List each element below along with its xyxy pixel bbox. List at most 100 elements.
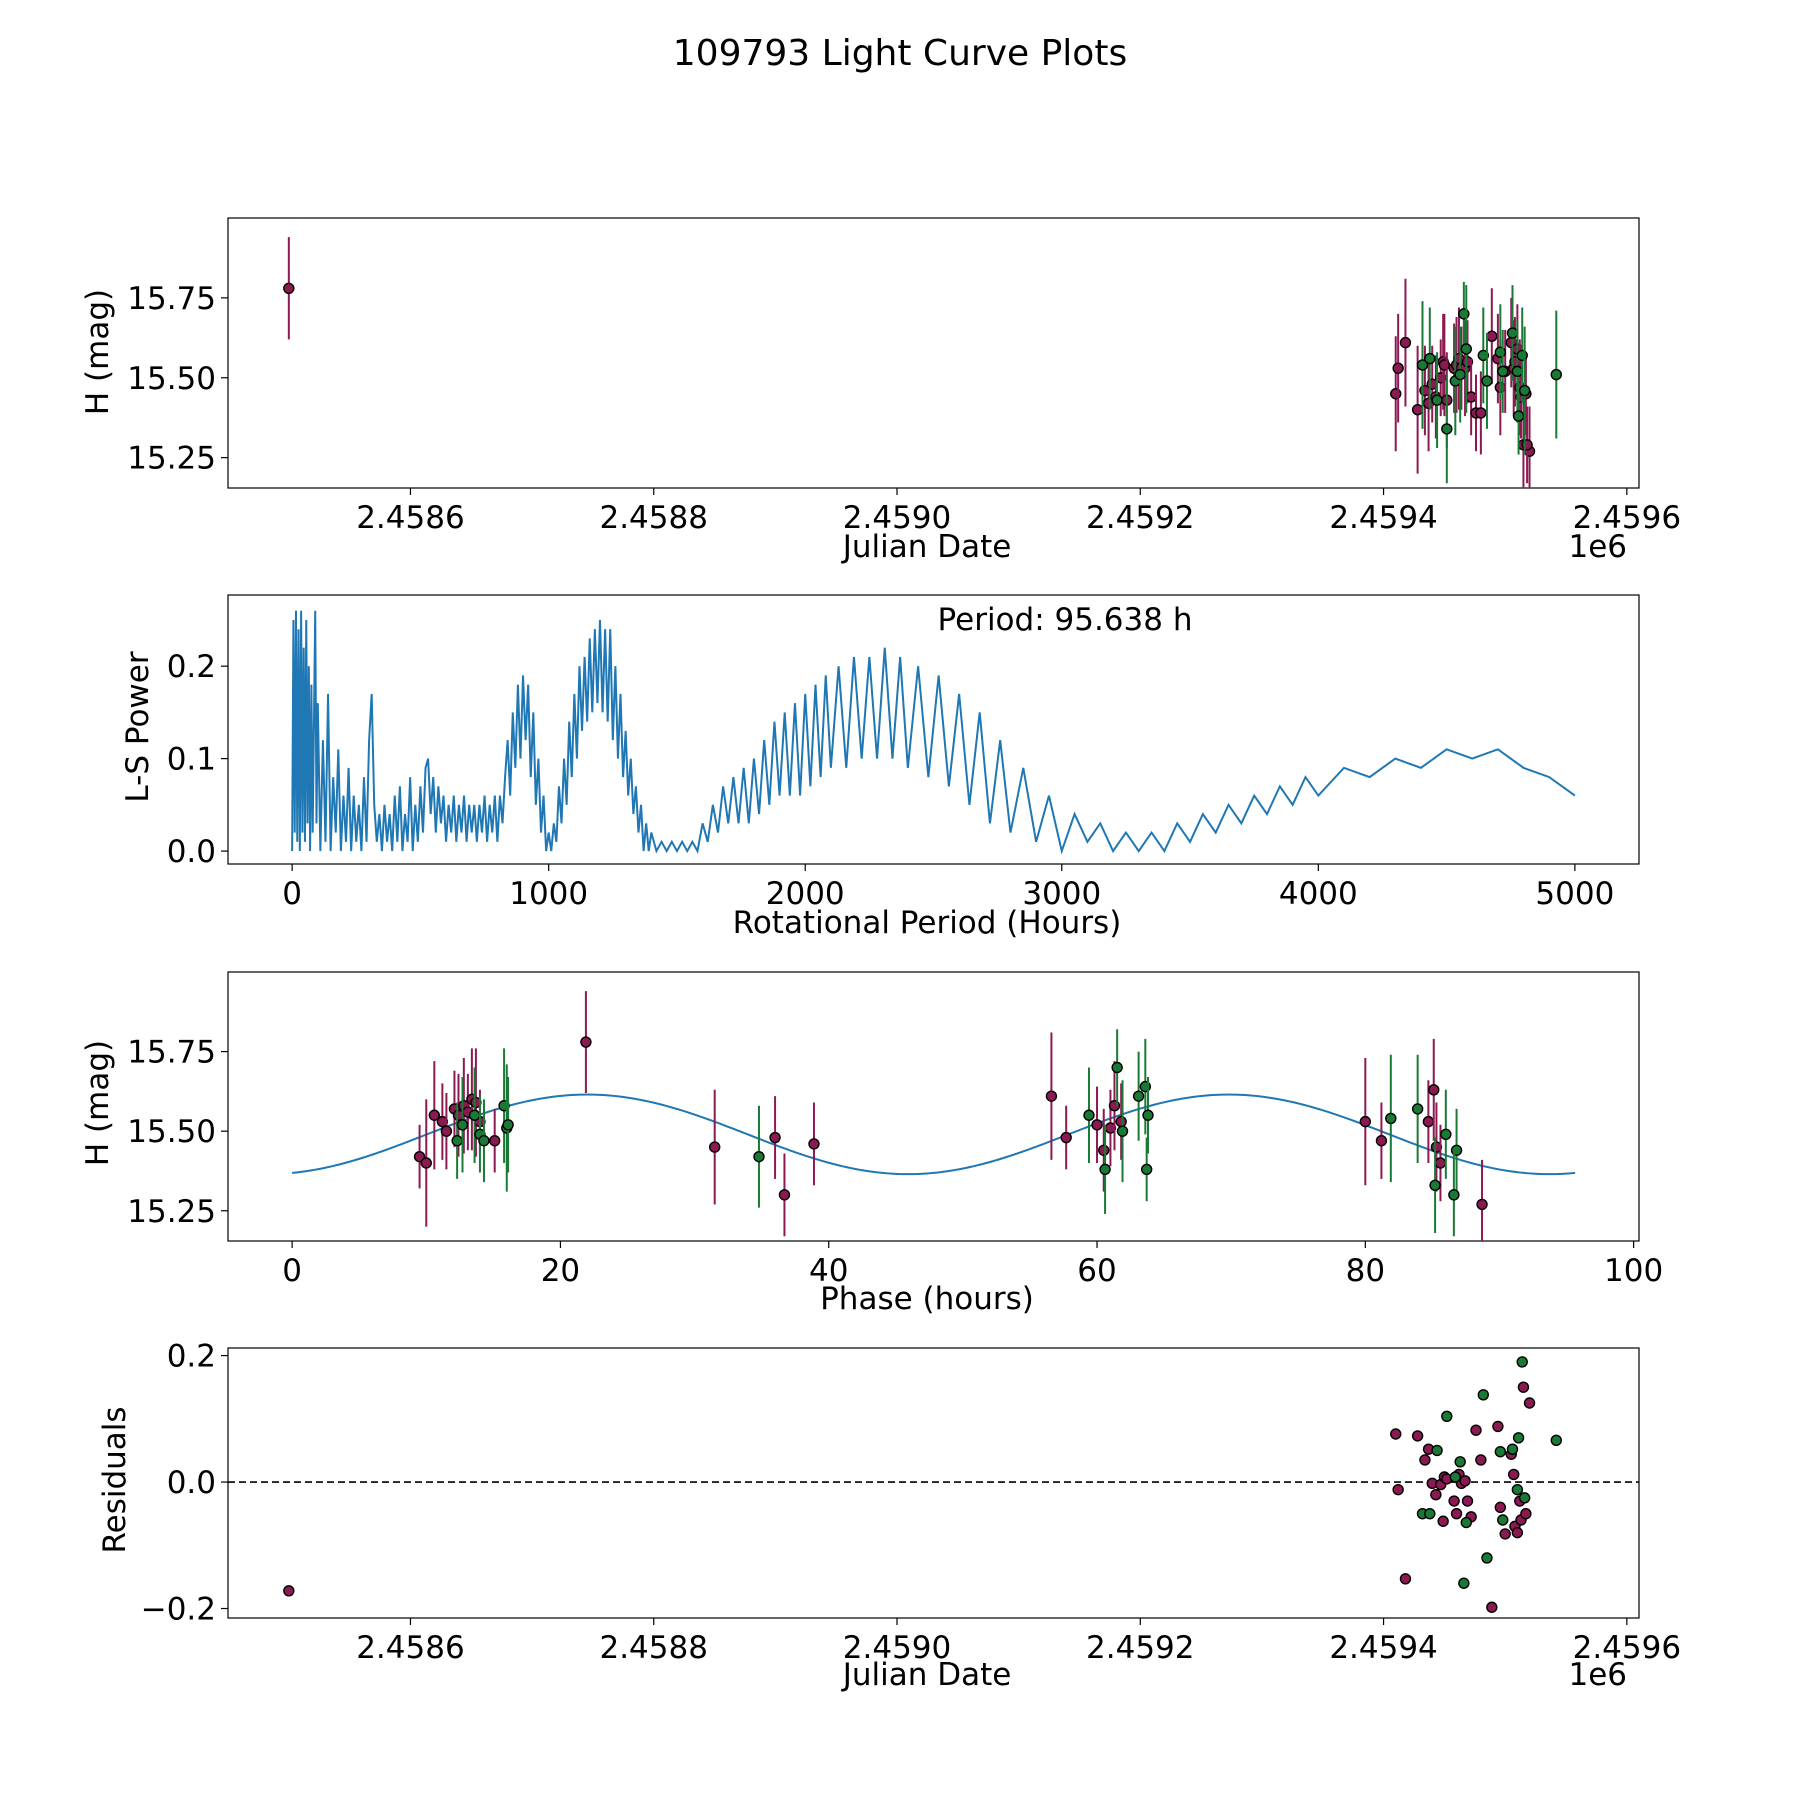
data-point [1523,1397,1536,1409]
panel1-xtick-label: 2.4586 [356,500,464,536]
data-point [1392,1483,1404,1496]
data-point [1132,1090,1145,1102]
panel1-ytick-label: 15.25 [127,441,216,477]
panel4-ytick-label: −0.2 [141,1592,216,1628]
data-point [1477,1389,1490,1401]
data-point [283,282,295,294]
panel4-ylabel: Residuals [97,1406,133,1553]
data-point [580,1036,592,1048]
data-point [1494,1446,1507,1458]
panel3-axes-frame [227,971,1640,1242]
data-point [1060,1131,1072,1144]
data-point [1399,336,1412,349]
data-point [1477,349,1490,362]
data-point [1441,423,1453,435]
data-point [456,1119,469,1131]
data-point [1419,1454,1431,1466]
data-point [1454,368,1466,381]
panel2-xtick-label: 4000 [1279,876,1358,912]
panel4-xtick-label: 2.4594 [1329,1630,1437,1666]
panel2-xtick-label: 5000 [1535,876,1614,912]
data-point [1083,1109,1095,1121]
data-point [1461,1495,1474,1507]
data-point [1458,308,1470,320]
data-point [1521,439,1533,451]
data-point [1428,1084,1440,1096]
data-point [1438,359,1451,371]
panel3-xtick-label: 80 [1346,1253,1385,1289]
data-point [1450,1144,1463,1156]
panel3-ylabel: H (mag) [80,1040,116,1166]
data-point [1424,1507,1436,1520]
data-point [1098,1144,1110,1156]
data-point [413,1150,426,1163]
data-point [1506,1443,1519,1455]
data-point [1497,365,1509,378]
data-point [1142,1109,1154,1121]
data-point [1392,362,1404,374]
panel4-axes-frame [227,1347,1640,1619]
panel-julian-date-magnitude: Julian Date H (mag) 1e6 2.4586 2.4588 2.45… [80,217,1681,565]
data-point [468,1109,481,1121]
data-point [1499,1528,1511,1540]
data-point [1518,1492,1531,1504]
data-point [1481,375,1493,387]
data-point [1140,1163,1153,1176]
data-point [1516,349,1528,362]
panel4-ytick-label: 0.2 [167,1339,216,1375]
data-point [1454,1456,1466,1468]
data-point [283,1585,295,1597]
data-point [1411,1103,1424,1115]
panel2-xlabel: Rotational Period (Hours) [733,905,1122,941]
data-point [1422,1115,1435,1128]
data-point [1045,1090,1058,1102]
data-point [1517,1381,1530,1393]
panel4-xtick-label: 2.4588 [599,1630,707,1666]
data-point [708,1141,721,1153]
data-point [1450,1507,1463,1520]
panel2-xtick-label: 0 [282,876,302,912]
panel3-xtick-label: 20 [541,1253,580,1289]
data-point [1512,410,1525,422]
data-point [1518,384,1531,397]
panel3-xlabel: Phase (hours) [820,1281,1034,1317]
data-point [1481,1552,1493,1564]
data-point [1520,1507,1532,1520]
data-point [1111,1061,1123,1074]
data-point [478,1135,490,1147]
data-point [1431,1444,1443,1457]
panel1-xtick-label: 2.4594 [1329,500,1437,536]
panel1-xtick-label: 2.4590 [843,500,951,536]
data-point [1441,1410,1453,1422]
data-point [1550,1434,1562,1447]
panel4-offset-label: 1e6 [1568,1657,1627,1693]
panel2-ylabel: L-S Power [120,651,156,802]
panel3-xtick-label: 100 [1604,1253,1663,1289]
panel4-xtick-label: 2.4590 [843,1630,951,1666]
panel2-ytick-label: 0.2 [167,649,216,685]
data-point [1470,1424,1482,1436]
data-point [1512,1432,1525,1444]
data-point [1448,1495,1460,1507]
data-point [1494,1501,1507,1514]
panel1-axes-frame [227,217,1640,489]
panel4-xlabel: Julian Date [841,1657,1012,1693]
panel3-ytick-label: 15.25 [127,1194,216,1230]
data-point [1437,1515,1449,1527]
data-point [769,1131,781,1144]
data-point [1476,1198,1488,1211]
data-point [428,1109,441,1121]
panel3-ytick-label: 15.75 [127,1035,216,1071]
data-point [1497,1514,1509,1526]
data-point [1091,1119,1103,1131]
panel3-xtick-label: 60 [1077,1253,1116,1289]
data-point [1375,1135,1388,1147]
panel1-xtick-label: 2.4592 [1086,500,1194,536]
panel3-xtick-label: 0 [282,1253,302,1289]
panel2-xtick-label: 3000 [1022,876,1101,912]
panel2-ytick-label: 0.0 [167,834,216,870]
panel1-ytick-label: 15.75 [127,281,216,317]
data-point [440,1125,453,1137]
panel1-xtick-label: 2.4588 [599,500,707,536]
